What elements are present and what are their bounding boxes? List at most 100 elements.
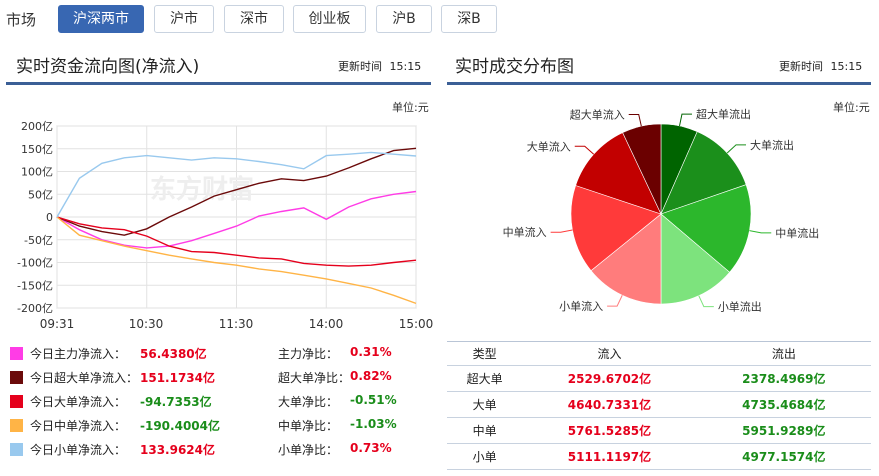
table-row: 中单 5761.5285亿 5951.9289亿 — [447, 417, 871, 444]
fund-flow-title: 实时资金流向图(净流入) — [16, 57, 200, 77]
market-button-hs[interactable]: 沪深两市 — [58, 5, 144, 33]
pie-label-line — [550, 229, 573, 233]
market-button-sz[interactable]: 深市 — [224, 5, 284, 33]
right-divider — [447, 82, 871, 85]
pie-label: 中单流入 — [503, 225, 547, 239]
pie-label: 大单流出 — [750, 138, 794, 152]
pie-label-line — [574, 145, 595, 155]
y-tick-label: 100亿 — [21, 166, 53, 179]
legend-label: 今日主力净流入： — [30, 347, 127, 361]
table-row: 大单 4640.7331亿 4735.4684亿 — [447, 391, 871, 418]
pie-label: 小单流入 — [559, 299, 603, 313]
y-tick-label: -50亿 — [24, 234, 53, 247]
market-label: 市场 — [6, 11, 37, 29]
market-bar: 市场 沪深两市 沪市 深市 创业板 沪B 深B — [0, 0, 879, 40]
pie-label: 大单流入 — [527, 139, 571, 153]
legend-value: 151.1734亿 — [140, 371, 216, 385]
left-divider — [6, 82, 431, 85]
x-tick-label: 15:00 — [399, 317, 434, 331]
pie-label-line — [679, 113, 692, 127]
left-unit: 单位:元 — [392, 101, 429, 114]
table-header-out: 流出 — [696, 341, 871, 366]
series-line — [56, 147, 417, 236]
pie-label-line — [698, 295, 714, 308]
update-time-right: 15:15 — [830, 60, 863, 73]
x-tick-label: 10:30 — [129, 317, 164, 331]
series-line — [56, 216, 417, 305]
row-out: 5951.9289亿 — [696, 417, 871, 444]
update-label-right: 更新时间 — [779, 60, 823, 73]
legend-ratio-label: 主力净比： — [278, 347, 339, 361]
y-tick-label: 200亿 — [21, 120, 53, 133]
row-in: 5761.5285亿 — [522, 417, 697, 444]
series-line — [56, 151, 417, 218]
legend-value: 133.9624亿 — [140, 443, 216, 457]
pie-label-line — [628, 113, 642, 127]
legend-ratio-label: 超大单净比： — [278, 371, 351, 385]
legend-swatch — [10, 395, 23, 408]
pie-label-line — [749, 230, 772, 234]
table-row: 超大单 2529.6702亿 2378.4969亿 — [447, 365, 871, 392]
y-tick-label: 0 — [46, 211, 53, 224]
legend-swatch — [10, 443, 23, 456]
pie-slice — [660, 184, 752, 273]
y-tick-label: -150亿 — [17, 279, 53, 292]
trade-dist-title: 实时成交分布图 — [455, 57, 574, 77]
legend-swatch — [10, 371, 23, 384]
pie-label: 超大单流出 — [696, 107, 751, 121]
market-button-hb[interactable]: 沪B — [376, 5, 432, 33]
pie-label: 中单流出 — [775, 226, 819, 240]
pie-slice — [660, 131, 747, 215]
row-in: 5111.1197亿 — [522, 443, 697, 470]
row-type: 中单 — [447, 417, 523, 444]
legend-value: 56.4380亿 — [140, 347, 207, 361]
legend-value: -190.4004亿 — [140, 419, 220, 433]
y-tick-label: -100亿 — [17, 257, 53, 270]
legend-ratio: -0.51% — [350, 393, 397, 407]
y-tick-label: 50亿 — [28, 188, 53, 201]
legend-ratio: 0.73% — [350, 441, 392, 455]
legend-row: 今日小单净流入： 133.9624亿 小单净比： 0.73% — [0, 437, 430, 461]
legend-label: 今日大单净流入： — [30, 395, 127, 409]
legend-ratio-label: 大单净比： — [278, 395, 339, 409]
update-time: 15:15 — [389, 60, 422, 73]
legend-ratio: 0.31% — [350, 345, 392, 359]
trade-dist-update: 更新时间 15:15 — [779, 58, 862, 74]
table-row: 小单 5111.1197亿 4977.1574亿 — [447, 443, 871, 470]
pie-label-line — [726, 144, 747, 154]
table-header-in: 流入 — [522, 341, 697, 366]
pie-label-line — [607, 295, 623, 307]
legend-label: 今日小单净流入： — [30, 443, 127, 457]
row-in: 2529.6702亿 — [522, 365, 697, 392]
legend-ratio: -1.03% — [350, 417, 397, 431]
row-type: 大单 — [447, 391, 523, 418]
legend-ratio-label: 中单净比： — [278, 419, 339, 433]
series-line — [56, 216, 417, 267]
legend-row: 今日中单净流入： -190.4004亿 中单净比： -1.03% — [0, 413, 430, 437]
table-header-row: 类型 流入 流出 — [447, 341, 871, 366]
x-tick-label: 09:31 — [40, 317, 75, 331]
row-out: 4977.1574亿 — [696, 443, 871, 470]
fund-flow-update: 更新时间 15:15 — [338, 58, 421, 74]
pie-label: 超大单流入 — [570, 107, 625, 121]
market-button-sb[interactable]: 深B — [441, 5, 497, 33]
x-tick-label: 14:00 — [309, 317, 344, 331]
x-tick-label: 11:30 — [219, 317, 254, 331]
legend-swatch — [10, 419, 23, 432]
row-out: 4735.4684亿 — [696, 391, 871, 418]
market-button-cyb[interactable]: 创业板 — [293, 5, 366, 33]
market-button-sh[interactable]: 沪市 — [154, 5, 214, 33]
legend-ratio-label: 小单净比： — [278, 443, 339, 457]
legend-row: 今日大单净流入： -94.7353亿 大单净比： -0.51% — [0, 389, 430, 413]
legend-row: 今日主力净流入： 56.4380亿 主力净比： 0.31% — [0, 341, 430, 365]
y-tick-label: 150亿 — [21, 143, 53, 156]
y-tick-label: -200亿 — [17, 302, 53, 315]
legend-swatch — [10, 347, 23, 360]
update-label: 更新时间 — [338, 60, 382, 73]
legend-ratio: 0.82% — [350, 369, 392, 383]
row-type: 小单 — [447, 443, 523, 470]
legend-label: 今日中单净流入： — [30, 419, 127, 433]
trade-dist-table: 类型 流入 流出 超大单 2529.6702亿 2378.4969亿 大单 4640.7… — [447, 341, 871, 470]
right-unit: 单位:元 — [833, 101, 870, 114]
